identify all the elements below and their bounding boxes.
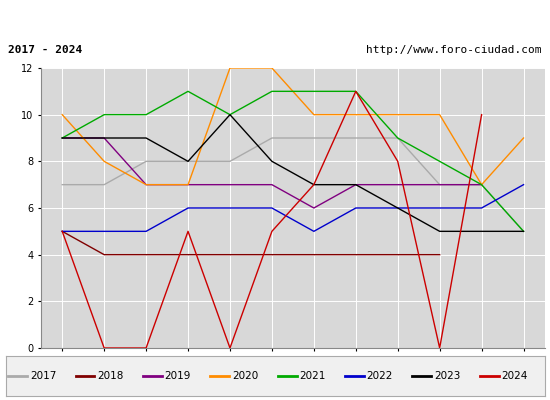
Text: 2024: 2024 <box>502 371 528 381</box>
Text: 2020: 2020 <box>232 371 258 381</box>
Text: 2022: 2022 <box>367 371 393 381</box>
Text: Evolucion del paro registrado en Crespià: Evolucion del paro registrado en Crespià <box>119 10 431 26</box>
Text: 2023: 2023 <box>434 371 460 381</box>
Text: 2017 - 2024: 2017 - 2024 <box>8 45 82 55</box>
Text: 2021: 2021 <box>299 371 326 381</box>
Text: http://www.foro-ciudad.com: http://www.foro-ciudad.com <box>366 45 542 55</box>
Text: 2017: 2017 <box>30 371 56 381</box>
Text: 2018: 2018 <box>97 371 124 381</box>
Text: 2019: 2019 <box>164 371 191 381</box>
